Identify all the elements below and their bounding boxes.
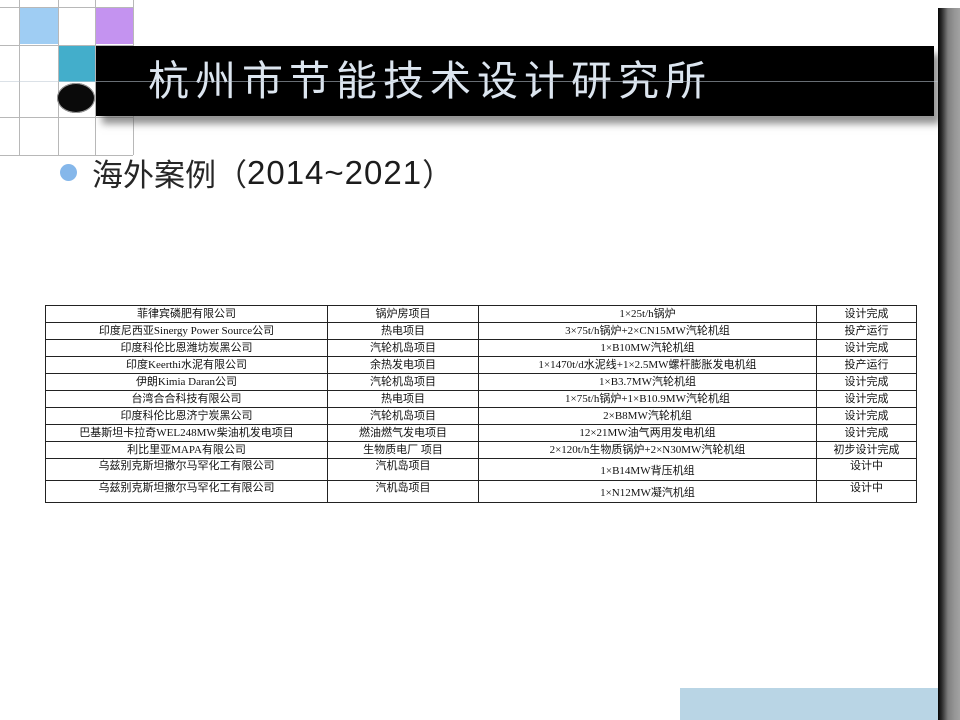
project-type-cell: 余热发电项目: [327, 356, 479, 374]
table-row: 乌兹别克斯坦撒尔马罕化工有限公司 汽机岛项目 1×B14MW背压机组 设计中: [45, 458, 917, 481]
project-type-cell: 汽机岛项目: [327, 458, 479, 481]
cases-table-body: 菲律宾磷肥有限公司 锅炉房项目 1×25t/h锅炉 设计完成 印度尼西亚Sinergy …: [45, 305, 917, 503]
company-cell: 印度科伦比恩济宁炭黑公司: [45, 407, 328, 425]
equipment-cell: 1×25t/h锅炉: [478, 305, 817, 323]
table-row: 印度Keerthi水泥有限公司 余热发电项目 1×1470t/d水泥线+1×2.5M…: [45, 356, 917, 374]
grid-line: [0, 7, 133, 8]
equipment-cell: 1×N12MW凝汽机组: [478, 480, 817, 503]
status-cell: 投产运行: [816, 356, 917, 374]
table-row: 乌兹别克斯坦撒尔马罕化工有限公司 汽机岛项目 1×N12MW凝汽机组 设计中: [45, 480, 917, 503]
table-row: 印度科伦比恩济宁炭黑公司 汽轮机岛项目 2×B8MW汽轮机组 设计完成: [45, 407, 917, 425]
bullet-text-years: 2014~2021: [247, 153, 423, 191]
company-cell: 伊朗Kimia Daran公司: [45, 373, 328, 391]
grid-line: [19, 0, 20, 155]
project-type-cell: 汽轮机岛项目: [327, 373, 479, 391]
bullet-text-suffix: ）: [422, 158, 454, 193]
decor-circle: [57, 83, 95, 113]
company-cell: 台湾合合科技有限公司: [45, 390, 328, 408]
right-edge-bar: [938, 8, 960, 720]
equipment-cell: 1×1470t/d水泥线+1×2.5MW螺杆膨胀发电机组: [478, 356, 817, 374]
project-type-cell: 热电项目: [327, 322, 479, 340]
decor-square-purple: [96, 8, 133, 44]
status-cell: 设计完成: [816, 424, 917, 442]
equipment-cell: 12×21MW油气两用发电机组: [478, 424, 817, 442]
decor-square-teal: [59, 46, 95, 82]
equipment-cell: 3×75t/h锅炉+2×CN15MW汽轮机组: [478, 322, 817, 340]
table-row: 台湾合合科技有限公司 热电项目 1×75t/h锅炉+1×B10.9MW汽轮机组 设计完…: [45, 390, 917, 408]
equipment-cell: 1×B14MW背压机组: [478, 458, 817, 481]
status-cell: 设计中: [816, 458, 917, 481]
grid-line: [0, 155, 133, 156]
bullet-text-prefix: 海外案例（: [92, 158, 247, 193]
status-cell: 投产运行: [816, 322, 917, 340]
project-type-cell: 汽轮机岛项目: [327, 407, 479, 425]
table-row: 菲律宾磷肥有限公司 锅炉房项目 1×25t/h锅炉 设计完成: [45, 305, 917, 323]
company-cell: 巴基斯坦卡拉奇WEL248MW柴油机发电项目: [45, 424, 328, 442]
status-cell: 设计完成: [816, 373, 917, 391]
bottom-right-rect: [680, 688, 938, 720]
project-type-cell: 汽机岛项目: [327, 480, 479, 503]
equipment-cell: 1×B10MW汽轮机组: [478, 339, 817, 357]
equipment-cell: 2×120t/h生物质锅炉+2×N30MW汽轮机组: [478, 441, 817, 459]
table-row: 伊朗Kimia Daran公司 汽轮机岛项目 1×B3.7MW汽轮机组 设计完成: [45, 373, 917, 391]
project-type-cell: 生物质电厂 项目: [327, 441, 479, 459]
table-row: 印度科伦比恩潍坊炭黑公司 汽轮机岛项目 1×B10MW汽轮机组 设计完成: [45, 339, 917, 357]
status-cell: 设计完成: [816, 390, 917, 408]
project-type-cell: 锅炉房项目: [327, 305, 479, 323]
grid-line: [95, 0, 96, 155]
project-type-cell: 燃油燃气发电项目: [327, 424, 479, 442]
project-type-cell: 热电项目: [327, 390, 479, 408]
company-cell: 印度科伦比恩潍坊炭黑公司: [45, 339, 328, 357]
bullet-heading: 海外案例（ 2014~2021 ）: [60, 150, 453, 195]
company-cell: 利比里亚MAPA有限公司: [45, 441, 328, 459]
table-row: 印度尼西亚Sinergy Power Source公司 热电项目 3×75t/h锅炉…: [45, 322, 917, 340]
company-cell: 乌兹别克斯坦撒尔马罕化工有限公司: [45, 458, 328, 481]
equipment-cell: 2×B8MW汽轮机组: [478, 407, 817, 425]
grid-line: [58, 0, 59, 155]
status-cell: 初步设计完成: [816, 441, 917, 459]
cases-table: 菲律宾磷肥有限公司 锅炉房项目 1×25t/h锅炉 设计完成 印度尼西亚Sinergy …: [45, 305, 917, 503]
company-cell: 印度Keerthi水泥有限公司: [45, 356, 328, 374]
equipment-cell: 1×B3.7MW汽轮机组: [478, 373, 817, 391]
table-row: 巴基斯坦卡拉奇WEL248MW柴油机发电项目 燃油燃气发电项目 12×21MW油气两…: [45, 424, 917, 442]
project-type-cell: 汽轮机岛项目: [327, 339, 479, 357]
status-cell: 设计完成: [816, 305, 917, 323]
grid-line: [0, 45, 133, 46]
status-cell: 设计中: [816, 480, 917, 503]
company-cell: 印度尼西亚Sinergy Power Source公司: [45, 322, 328, 340]
table-row: 利比里亚MAPA有限公司 生物质电厂 项目 2×120t/h生物质锅炉+2×N30M…: [45, 441, 917, 459]
company-cell: 乌兹别克斯坦撒尔马罕化工有限公司: [45, 480, 328, 503]
decor-horizontal-line: [0, 81, 938, 82]
bullet-icon: [60, 164, 77, 181]
equipment-cell: 1×75t/h锅炉+1×B10.9MW汽轮机组: [478, 390, 817, 408]
status-cell: 设计完成: [816, 407, 917, 425]
grid-line: [0, 117, 133, 118]
status-cell: 设计完成: [816, 339, 917, 357]
decor-square-blue: [20, 8, 58, 44]
company-cell: 菲律宾磷肥有限公司: [45, 305, 328, 323]
